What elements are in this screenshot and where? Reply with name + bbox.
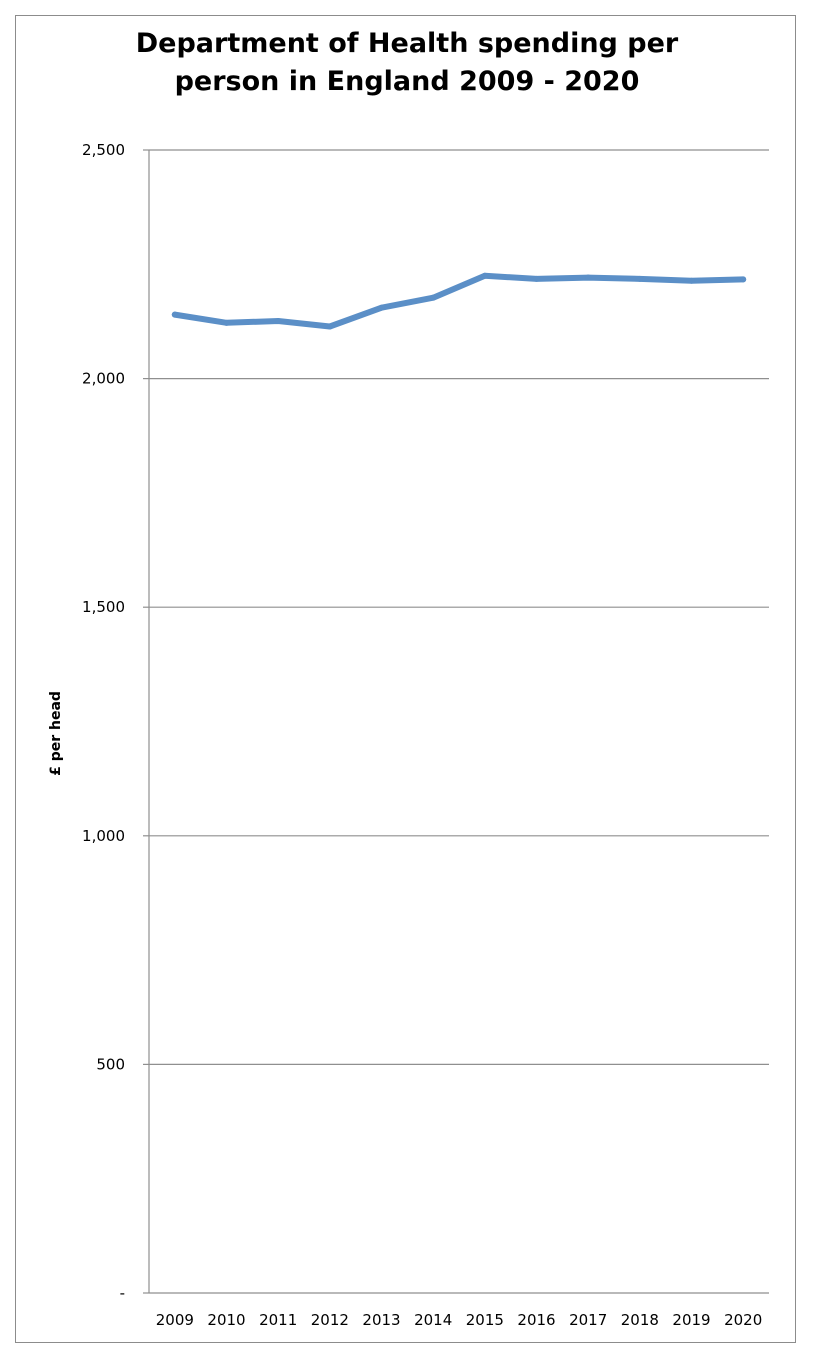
- x-tick-label-2015: 2015: [466, 1311, 504, 1329]
- data-point-2012: [326, 323, 333, 330]
- x-tick-labels: 2009 2010 2011 2012 2013 2014 2015 2016 2017 2018…: [156, 1311, 763, 1329]
- y-tick-label: -: [120, 1284, 125, 1302]
- x-tick-label-2011: 2011: [259, 1311, 297, 1329]
- data-point-2010: [223, 319, 230, 326]
- series: [171, 272, 747, 330]
- chart-title: Department of Health spending per person…: [0, 25, 814, 101]
- data-point-2018: [636, 275, 643, 282]
- axes: [143, 149, 769, 1294]
- x-tick-label-2018: 2018: [621, 1311, 659, 1329]
- chart-title-line-1: Department of Health spending per: [135, 28, 679, 59]
- x-tick-label-2010: 2010: [207, 1311, 245, 1329]
- data-point-2020: [740, 276, 747, 283]
- x-tick-label-2009: 2009: [156, 1311, 194, 1329]
- data-point-2015: [481, 272, 488, 279]
- chart-title-line-2: person in England 2009 - 2020: [174, 66, 640, 97]
- x-tick-label-2017: 2017: [569, 1311, 607, 1329]
- y-tick-label: 1,000: [82, 827, 125, 845]
- y-tick-label: 2,500: [82, 141, 125, 159]
- data-point-2016: [533, 275, 540, 282]
- data-point-2019: [688, 277, 695, 284]
- y-tick-label: 2,000: [82, 370, 125, 388]
- data-point-2017: [585, 274, 592, 281]
- data-point-2009: [171, 311, 178, 318]
- x-tick-label-2016: 2016: [517, 1311, 555, 1329]
- y-axis-label: £ per head: [48, 691, 64, 776]
- data-point-2011: [275, 317, 282, 324]
- y-tick-labels: - 500 1,000 1,500 2,000 2,500: [82, 141, 125, 1302]
- gridlines: [149, 149, 769, 1066]
- x-tick-label-2012: 2012: [311, 1311, 349, 1329]
- data-point-2013: [378, 304, 385, 311]
- y-tick-label: 500: [96, 1055, 125, 1073]
- x-tick-label-2014: 2014: [414, 1311, 452, 1329]
- data-point-2014: [430, 294, 437, 301]
- chart-frame: [15, 15, 796, 1343]
- x-tick-label-2013: 2013: [362, 1311, 400, 1329]
- x-tick-label-2019: 2019: [672, 1311, 710, 1329]
- x-tick-label-2020: 2020: [724, 1311, 762, 1329]
- y-tick-label: 1,500: [82, 598, 125, 616]
- series-line-0: [171, 272, 747, 330]
